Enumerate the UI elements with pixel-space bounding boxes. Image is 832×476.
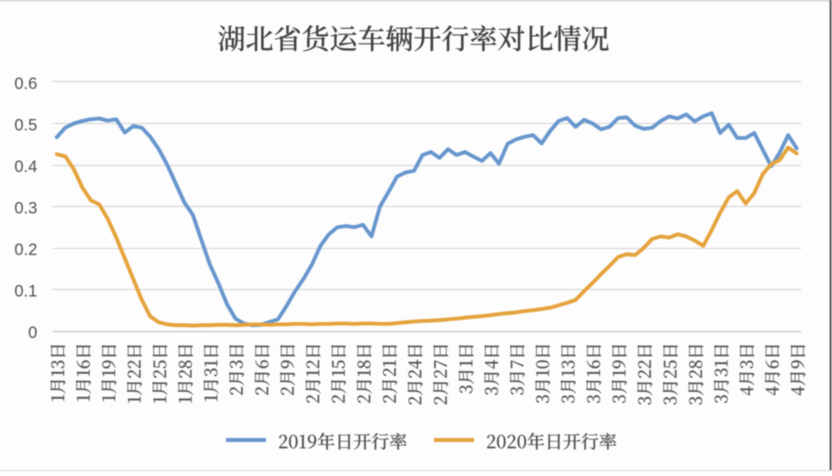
svg-text:0.1: 0.1 — [14, 283, 37, 301]
svg-text:0.6: 0.6 — [14, 75, 37, 93]
svg-text:0.4: 0.4 — [14, 158, 37, 176]
svg-text:0: 0 — [28, 324, 37, 342]
svg-text:0.3: 0.3 — [14, 200, 37, 218]
svg-text:0.2: 0.2 — [14, 241, 37, 259]
svg-text:0.5: 0.5 — [14, 117, 37, 135]
